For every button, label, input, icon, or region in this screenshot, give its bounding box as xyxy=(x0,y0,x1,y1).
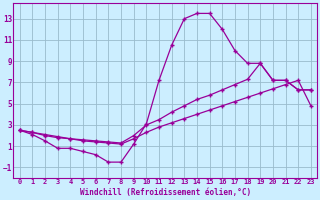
X-axis label: Windchill (Refroidissement éolien,°C): Windchill (Refroidissement éolien,°C) xyxy=(80,188,251,197)
